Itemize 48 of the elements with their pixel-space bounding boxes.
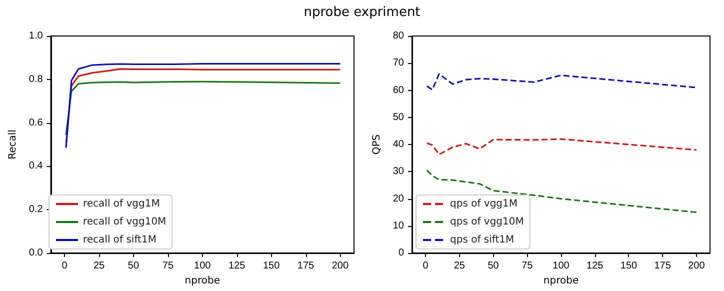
y-tick-label: 0.6 — [28, 117, 44, 128]
legend-label: qps of vgg1M — [450, 198, 518, 210]
x-tick-label: 150 — [620, 260, 638, 272]
x-tick-label: 125 — [228, 260, 246, 272]
x-tick-label: 100 — [194, 260, 212, 272]
legend-label: recall of sift1M — [83, 234, 156, 246]
x-tick-label: 75 — [162, 260, 174, 272]
x-tick-label: 175 — [654, 260, 672, 272]
y-tick-label: 30 — [392, 166, 404, 178]
y-axis-title: QPS — [371, 134, 382, 155]
x-tick-label: 125 — [586, 260, 604, 272]
y-tick-label: 10 — [392, 220, 404, 232]
chart-title: nprobe expriment — [302, 5, 422, 20]
x-tick-label: 50 — [488, 260, 500, 272]
y-tick-label: 0 — [398, 248, 404, 258]
y-tick-label: 1.0 — [28, 30, 44, 42]
y-tick-label: 20 — [392, 193, 404, 204]
y-tick-label: 0.0 — [28, 248, 44, 258]
x-axis-title: nprobe — [184, 275, 220, 286]
line-series — [65, 80, 341, 136]
line-series — [426, 138, 698, 156]
y-tick-label: 0.4 — [28, 160, 44, 172]
x-tick-label: 200 — [688, 260, 706, 272]
x-tick-label: 0 — [62, 260, 68, 272]
y-tick-label: 50 — [392, 112, 404, 123]
x-tick-label: 150 — [262, 260, 280, 272]
y-axis-title: Recall — [8, 130, 18, 160]
y-tick-label: 80 — [392, 30, 404, 42]
y-tick-label: 70 — [392, 58, 404, 69]
legend-label: qps of sift1M — [450, 234, 514, 246]
y-tick-label: 40 — [392, 139, 404, 150]
x-axis-title: nprobe — [543, 275, 579, 286]
x-tick-label: 200 — [332, 260, 349, 272]
legend-label: qps of vgg10M — [450, 216, 524, 228]
legend-label: recall of vgg1M — [83, 198, 160, 210]
x-tick-label: 50 — [128, 260, 140, 272]
x-tick-label: 175 — [297, 260, 315, 272]
y-tick-label: 0.2 — [28, 204, 44, 216]
x-tick-label: 25 — [93, 260, 106, 272]
y-tick-label: 0.8 — [28, 74, 44, 85]
x-tick-label: 75 — [522, 260, 534, 272]
x-tick-label: 0 — [422, 260, 429, 272]
x-tick-label: 100 — [552, 260, 570, 272]
x-tick-label: 25 — [454, 260, 466, 272]
line-series — [426, 73, 698, 90]
legend-label: recall of vgg10M — [83, 216, 166, 228]
y-tick-label: 60 — [392, 84, 404, 96]
line-series — [426, 170, 698, 214]
